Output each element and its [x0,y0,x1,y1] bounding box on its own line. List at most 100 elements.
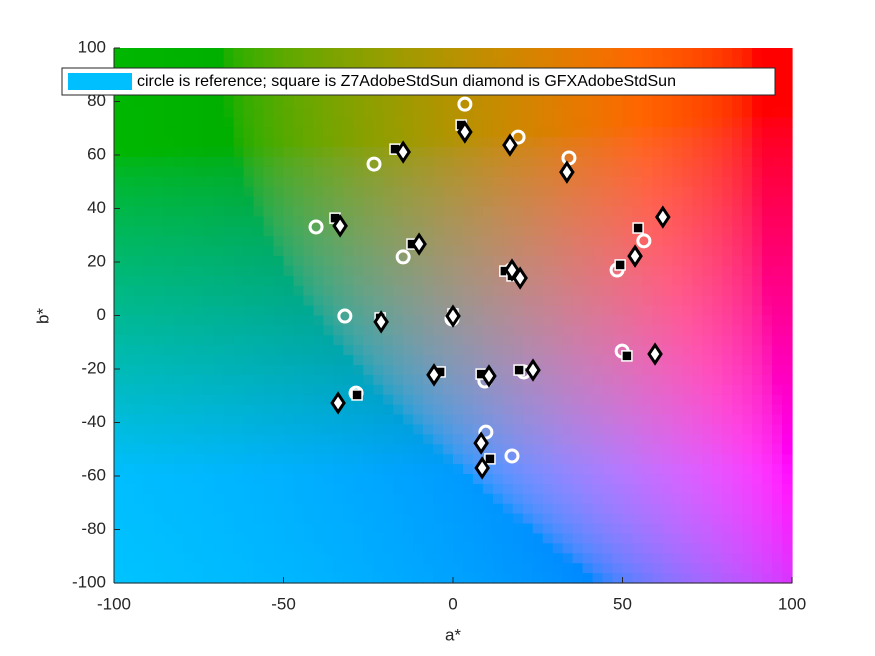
background-cell [722,424,733,435]
background-cell [353,97,364,109]
background-cell [592,533,604,544]
background-cell [772,147,783,158]
background-cell [433,444,444,455]
background-cell [702,374,713,386]
background-cell [293,137,305,148]
background-cell [163,315,175,327]
background-cell [722,533,733,544]
background-cell [492,454,504,465]
background-cell [772,156,783,168]
background-cell [512,563,524,574]
background-cell [732,275,743,287]
background-cell [153,384,165,396]
background-cell [562,127,574,138]
background-cell [143,57,155,69]
background-cell [752,394,763,406]
background-cell [652,374,663,386]
background-cell [243,563,255,574]
background-cell [572,474,584,485]
background-cell [263,246,275,257]
background-cell [433,384,444,396]
background-cell [672,404,683,416]
background-cell [652,226,663,237]
background-cell [472,265,484,277]
background-cell [443,573,454,584]
background-cell [552,107,564,118]
background-cell [323,305,334,317]
background-cell [542,434,554,445]
background-cell [183,483,195,495]
background-cell [123,543,135,554]
background-cell [482,355,494,366]
background-cell [313,305,324,317]
background-cell [273,275,285,287]
background-cell [572,97,584,109]
background-cell [383,265,394,277]
background-cell [193,285,205,297]
background-cell [213,156,225,168]
background-cell [313,246,324,257]
background-cell [522,315,534,327]
background-cell [762,127,773,138]
background-cell [443,335,454,346]
diamond-point [525,358,541,382]
background-cell [742,256,753,267]
background-cell [532,573,544,584]
background-cell [313,384,324,396]
background-cell [223,147,235,158]
background-cell [253,573,265,584]
background-cell [542,127,554,138]
background-cell [143,543,155,554]
background-cell [782,345,793,356]
background-cell [323,523,334,535]
background-cell [403,107,414,118]
background-cell [622,285,634,297]
background-cell [223,256,235,267]
background-cell [672,483,683,495]
background-cell [363,513,374,525]
background-cell [403,166,414,178]
background-cell [592,474,604,485]
background-cell [522,374,534,386]
background-cell [273,414,285,426]
background-cell [153,176,165,188]
background-cell [522,444,534,455]
background-cell [373,325,384,336]
background-cell [133,127,145,138]
background-cell [363,226,374,237]
background-cell [482,335,494,346]
background-cell [143,216,155,227]
background-cell [532,503,544,515]
background-cell [293,156,305,168]
background-cell [293,454,305,465]
background-cell [233,246,245,257]
background-cell [602,474,614,485]
background-cell [353,543,364,554]
background-cell [283,474,295,485]
background-cell [223,414,235,426]
background-cell [323,48,334,59]
background-cell [532,295,544,307]
background-cell [433,206,444,218]
reference-point [504,448,520,464]
background-cell [592,176,604,188]
background-cell [323,315,334,327]
background-cell [114,464,125,475]
background-cell [133,325,145,336]
background-cell [532,305,544,317]
background-cell [662,493,673,505]
background-cell [283,543,295,554]
background-cell [253,464,265,475]
background-cell [343,345,354,356]
background-cell [373,533,384,544]
background-cell [532,166,544,178]
background-cell [203,275,215,287]
background-cell [173,474,185,485]
background-cell [213,305,225,317]
background-cell [283,305,295,317]
background-cell [163,107,175,118]
background-cell [492,533,504,544]
background-cell [532,97,544,109]
background-cell [732,295,743,307]
background-cell [522,474,534,485]
